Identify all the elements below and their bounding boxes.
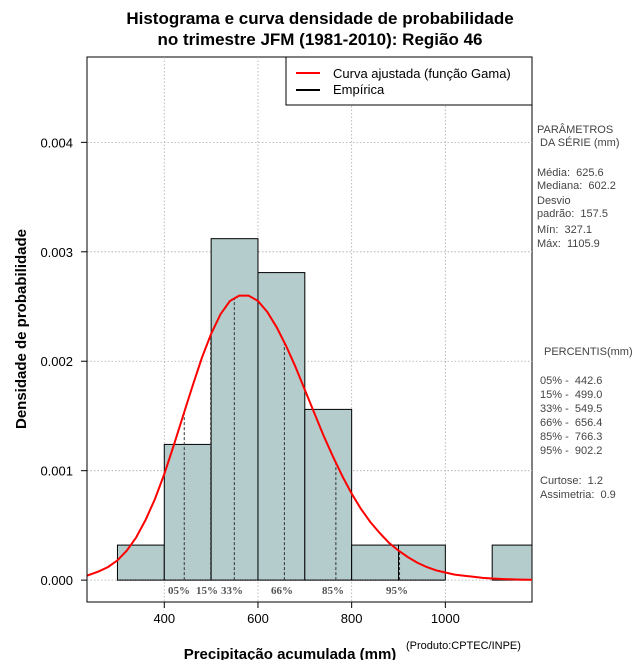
param-desvio-2: padrão: 157.5	[537, 208, 608, 220]
y-axis-label: Densidade de probabilidade	[13, 229, 30, 429]
y-tick-label: 0.001	[40, 464, 73, 479]
percentile-label: 95%	[386, 585, 408, 597]
percentil-95: 95% - 902.2	[540, 445, 603, 457]
percentil-33: 33% - 549.5	[540, 403, 603, 415]
y-tick-label: 0.000	[40, 573, 73, 588]
x-tick-label: 600	[247, 611, 269, 626]
percentile-label: 66%	[271, 585, 293, 597]
x-axis-label: Precipitação acumulada (mm)	[184, 646, 397, 660]
percentil-66: 66% - 656.4	[540, 417, 603, 429]
histogram-bar	[398, 544, 446, 581]
x-tick-label: 800	[341, 611, 363, 626]
percentile-label: 85%	[322, 585, 344, 597]
histogram-bar	[163, 443, 212, 581]
y-tick-label: 0.003	[40, 245, 73, 260]
param-min: Mín: 327.1	[537, 224, 593, 236]
param-media: Média: 625.6	[537, 167, 604, 179]
param-assimetria: Assimetria: 0.9	[540, 489, 616, 501]
x-tick-label: 1000	[431, 611, 460, 626]
legend-label-empirical: Empírica	[333, 82, 385, 97]
histogram-bar	[116, 544, 165, 581]
percentile-label: 15%	[196, 585, 218, 597]
histogram-bar	[257, 272, 306, 581]
histogram-bar	[304, 408, 353, 581]
y-tick-label: 0.002	[40, 354, 73, 369]
percentil-85: 85% - 766.3	[540, 431, 603, 443]
credit-text: (Produto:CPTEC/INPE)	[406, 640, 521, 652]
params-title-2: DA SÉRIE (mm)	[537, 137, 620, 149]
x-tick-label: 400	[153, 611, 175, 626]
param-desvio-1: Desvio	[537, 195, 571, 207]
param-curtose: Curtose: 1.2	[540, 475, 603, 487]
chart-title-line-2: no trimestre JFM (1981-2010): Região 46	[157, 30, 483, 49]
histogram-bar	[491, 544, 533, 581]
param-max: Máx: 1105.9	[537, 238, 600, 250]
legend-box	[285, 56, 533, 106]
params-title-1: PARÂMETROS	[537, 124, 614, 136]
histogram-bar	[351, 544, 400, 581]
percentis-title: PERCENTIS(mm)	[544, 346, 633, 358]
chart-title-line-1: Histograma e curva densidade de probabil…	[126, 9, 514, 28]
percentil-15: 15% - 499.0	[540, 389, 603, 401]
y-tick-label: 0.004	[40, 135, 73, 150]
percentil-05: 05% - 442.6	[540, 375, 603, 387]
fitted-gamma-curve	[86, 294, 533, 581]
param-mediana: Mediana: 602.2	[537, 180, 616, 192]
percentile-label: 05%	[168, 585, 190, 597]
legend-label-fitted: Curva ajustada (função Gama)	[333, 66, 511, 81]
percentile-label: 33%	[221, 585, 243, 597]
